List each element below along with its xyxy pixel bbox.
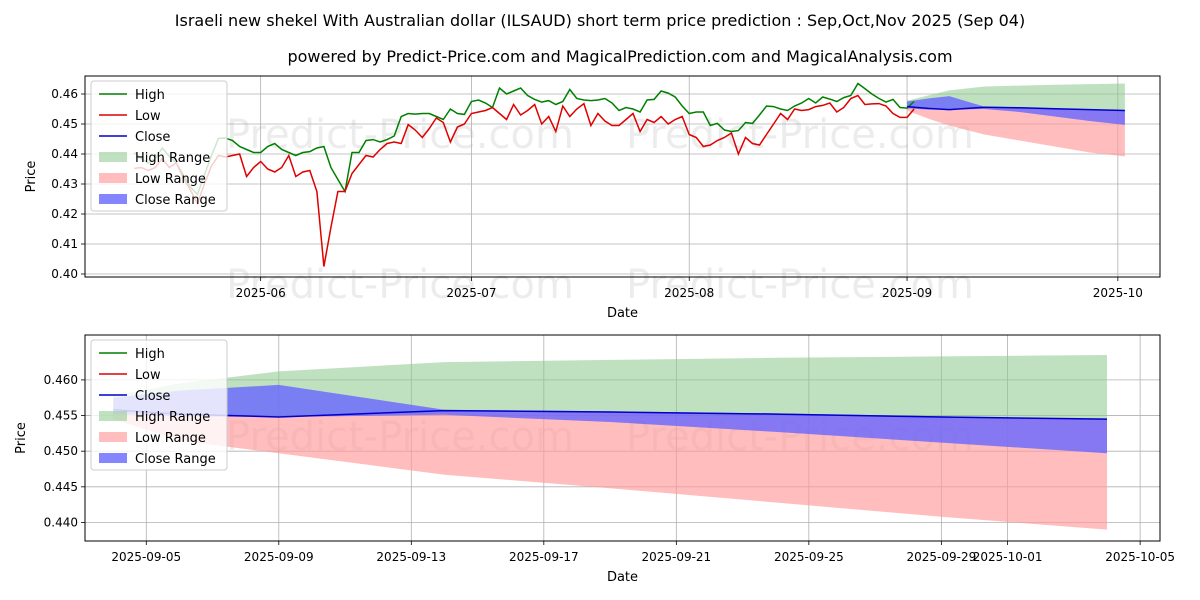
- y-tick-label: 0.445: [44, 480, 78, 494]
- plot-frame: [84, 75, 1161, 278]
- x-tick-label: 2025-09-29: [906, 550, 976, 564]
- forecast-zoom-panel: Predict-Price.comPredict-Price.com2025-0…: [14, 334, 1175, 585]
- legend-label: Low: [135, 109, 161, 124]
- legend-patch-swatch: [99, 432, 127, 442]
- x-tick-label: 2025-10: [1093, 286, 1143, 300]
- y-tick-label: 0.460: [44, 373, 78, 387]
- y-tick-label: 0.440: [44, 515, 78, 529]
- y-axis-label: Price: [24, 161, 39, 193]
- chart-subtitle: powered by Predict-Price.com and Magical…: [287, 47, 952, 66]
- legend-label: Close: [135, 389, 170, 404]
- legend-patch-swatch: [99, 453, 127, 463]
- close-series-line: [907, 105, 1125, 112]
- x-tick-label: 2025-09-05: [111, 550, 181, 564]
- y-tick-label: 0.44: [51, 147, 78, 161]
- watermark-text: Predict-Price.com: [226, 262, 574, 308]
- x-tick-label: 2025-09-09: [244, 550, 314, 564]
- legend-patch-swatch: [99, 194, 127, 204]
- y-tick-label: 0.40: [51, 267, 78, 281]
- chart-title: Israeli new shekel With Australian dolla…: [175, 11, 1025, 30]
- legend-label: Close Range: [135, 452, 216, 467]
- y-tick-label: 0.450: [44, 444, 78, 458]
- legend-label: High Range: [135, 410, 210, 425]
- x-tick-label: 2025-09: [882, 286, 932, 300]
- y-tick-label: 0.45: [51, 117, 78, 131]
- x-tick-label: 2025-09-21: [641, 550, 711, 564]
- top-price-panel: Predict-Price.com Predict-Price.comPredic…: [24, 75, 1161, 321]
- legend-label: High Range: [135, 151, 210, 166]
- legend-label: Low Range: [135, 431, 206, 446]
- high-series-line: [133, 82, 915, 196]
- legend-label: Low Range: [135, 172, 206, 187]
- low-range-band: [113, 409, 1107, 530]
- x-tick-label: 2025-09-17: [509, 550, 579, 564]
- close-range-band: [907, 96, 1125, 125]
- legend-label: Close Range: [135, 193, 216, 208]
- y-tick-label: 0.43: [51, 177, 78, 191]
- y-axis-label: Price: [14, 422, 29, 454]
- x-tick-label: 2025-10-01: [973, 550, 1043, 564]
- legend-patch-swatch: [99, 152, 127, 162]
- x-axis-label: Date: [607, 306, 638, 321]
- low-series-line: [134, 94, 915, 267]
- plot-frame: [84, 334, 1161, 542]
- low-range-band: [907, 106, 1125, 157]
- y-tick-label: 0.455: [44, 409, 78, 423]
- x-tick-label: 2025-09-13: [376, 550, 446, 564]
- x-tick-label: 2025-09-25: [774, 550, 844, 564]
- y-tick-label: 0.46: [51, 87, 78, 101]
- y-tick-label: 0.41: [51, 237, 78, 251]
- x-tick-label: 2025-08: [664, 286, 714, 300]
- x-axis-label: Date: [607, 570, 638, 585]
- legend-patch-swatch: [99, 411, 127, 421]
- legend-label: Low: [135, 368, 161, 383]
- x-tick-label: 2025-10-05: [1105, 550, 1175, 564]
- legend-label: Close: [135, 130, 170, 145]
- x-tick-label: 2025-06: [236, 286, 286, 300]
- x-tick-label: 2025-07: [446, 286, 496, 300]
- legend-patch-swatch: [99, 173, 127, 183]
- close-range-band: [113, 384, 1107, 454]
- legend-label: High: [135, 347, 165, 362]
- watermark-text: Predict-Price.com: [626, 262, 974, 308]
- y-tick-label: 0.42: [51, 207, 78, 221]
- legend-label: High: [135, 88, 165, 103]
